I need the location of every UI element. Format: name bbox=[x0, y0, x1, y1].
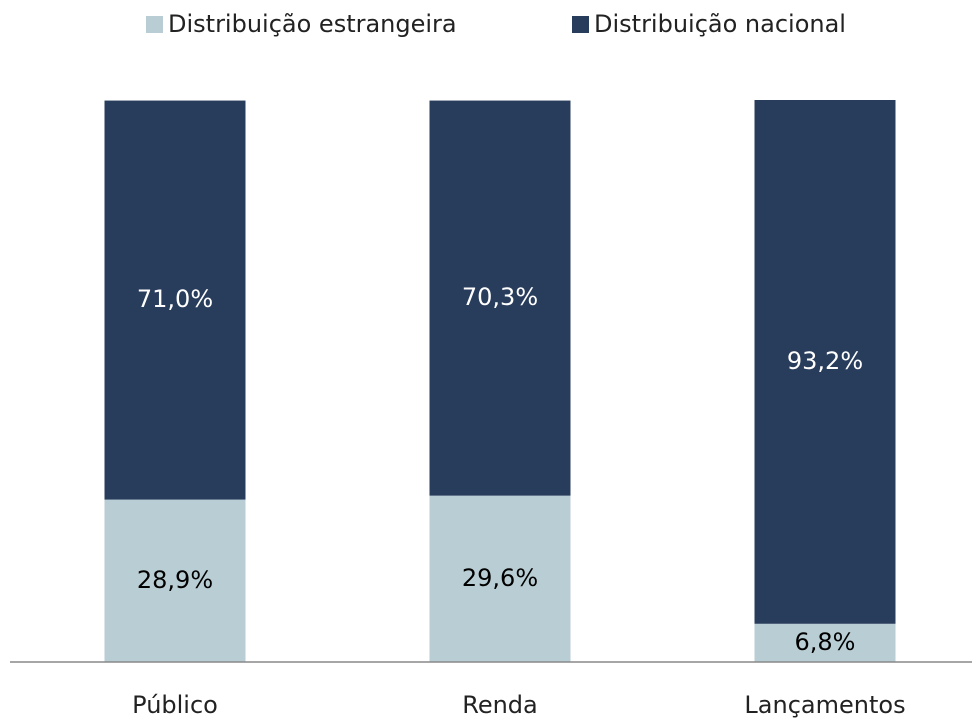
value-label: 29,6% bbox=[462, 564, 538, 592]
bar-segment bbox=[429, 495, 571, 662]
bar-segment bbox=[429, 100, 571, 496]
value-label: 28,9% bbox=[137, 566, 213, 594]
value-label: 93,2% bbox=[787, 347, 863, 375]
legend-swatch bbox=[146, 16, 163, 33]
x-tick-label: Lançamentos bbox=[744, 691, 905, 719]
value-label: 6,8% bbox=[795, 628, 856, 656]
bar-segment bbox=[754, 623, 896, 662]
value-label: 70,3% bbox=[462, 283, 538, 311]
legend-swatch bbox=[572, 16, 589, 33]
bar-segment bbox=[104, 100, 246, 500]
bar-segment bbox=[754, 100, 896, 624]
legend-label: Distribuição nacional bbox=[594, 10, 846, 38]
bar-segment bbox=[104, 499, 246, 662]
value-label: 71,0% bbox=[137, 285, 213, 313]
legend-label: Distribuição estrangeira bbox=[168, 10, 457, 38]
x-tick-label: Público bbox=[132, 691, 218, 719]
x-tick-label: Renda bbox=[462, 691, 538, 719]
